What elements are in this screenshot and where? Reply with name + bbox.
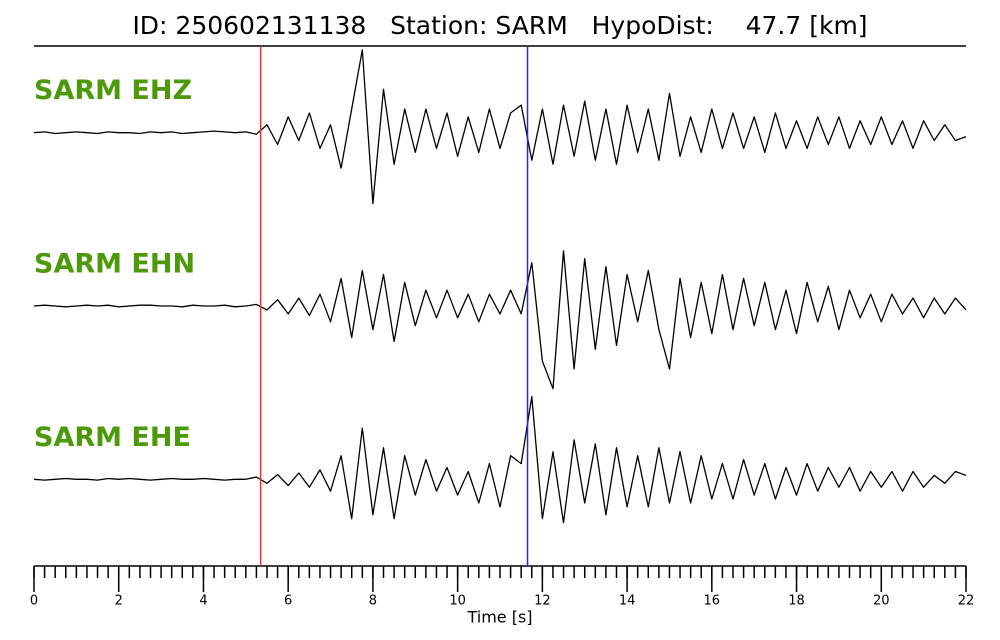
x-tick-label: 2 [115, 594, 123, 609]
x-tick-label: 4 [199, 594, 207, 609]
trace [33, 250, 967, 390]
trace [33, 49, 967, 205]
x-tick-label: 18 [788, 594, 805, 609]
x-axis-label: Time [s] [466, 608, 532, 627]
channel-label: SARM EHZ [34, 75, 192, 106]
x-tick-label: 10 [449, 594, 466, 609]
chart-title: ID: 250602131138 Station: SARM HypoDist:… [132, 11, 867, 40]
x-tick-label: 22 [958, 594, 975, 609]
x-tick-label: 0 [30, 594, 38, 609]
x-tick-label: 6 [284, 594, 292, 609]
trace [33, 395, 967, 524]
x-tick-label: 16 [704, 594, 721, 609]
x-tick-label: 8 [369, 594, 377, 609]
channel-label: SARM EHN [34, 249, 195, 280]
x-tick-label: 14 [619, 594, 636, 609]
x-tick-label: 12 [534, 594, 551, 609]
x-tick-label: 20 [873, 594, 890, 609]
channel-label: SARM EHE [34, 422, 191, 453]
